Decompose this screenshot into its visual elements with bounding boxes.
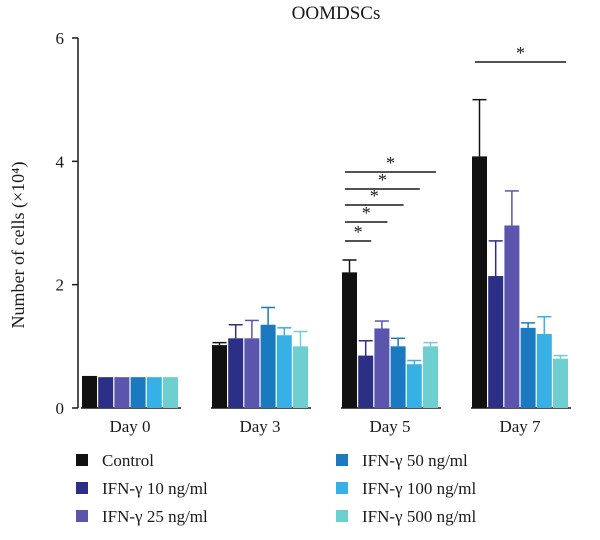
legend: Control IFN-γ 10 ng/ml IFN-γ 25 ng/ml IFN-γ…: [76, 451, 477, 526]
bar: [212, 345, 227, 408]
bar: [536, 334, 552, 408]
bar: [130, 377, 146, 408]
bar: [293, 346, 308, 408]
x-tick-label: Day 5: [369, 417, 410, 436]
legend-swatch: [336, 482, 348, 494]
legend-swatch: [76, 482, 88, 494]
x-tick-label: Day 3: [239, 417, 280, 436]
bar: [553, 358, 568, 408]
bar: [390, 346, 406, 408]
bar: [82, 375, 97, 408]
legend-label: IFN-γ 50 ng/ml: [362, 451, 468, 470]
significance-star: *: [370, 186, 379, 206]
significance-star: *: [516, 43, 525, 63]
bar: [358, 355, 374, 408]
bar: [244, 338, 260, 408]
legend-swatch: [336, 454, 348, 466]
bar: [228, 338, 244, 408]
chart-title: OOMDSCs: [292, 3, 381, 24]
bar: [114, 377, 130, 408]
y-tick-label: 2: [56, 276, 65, 295]
legend-swatch: [76, 454, 88, 466]
bar: [163, 377, 178, 408]
bar: [374, 328, 390, 408]
y-axis-label: Number of cells (×10⁴): [8, 162, 29, 329]
bar: [472, 156, 487, 408]
legend-swatch: [336, 510, 348, 522]
legend-swatch: [76, 510, 88, 522]
legend-label: IFN-γ 25 ng/ml: [102, 507, 208, 526]
bar: [488, 276, 504, 408]
bar: [146, 377, 162, 408]
significance-star: *: [362, 203, 371, 223]
x-tick-label: Day 7: [499, 417, 541, 436]
bar: [276, 335, 292, 408]
bar: [423, 346, 438, 408]
bar: [98, 377, 114, 408]
legend-label: IFN-γ 100 ng/ml: [362, 479, 477, 498]
bar: [406, 364, 422, 408]
legend-label: IFN-γ 500 ng/ml: [362, 507, 477, 526]
y-tick-label: 6: [56, 29, 65, 48]
bar: [260, 324, 276, 408]
y-tick-label: 0: [56, 399, 65, 418]
bar: [504, 225, 520, 408]
bars-group: [82, 98, 568, 408]
x-tick-label: Day 0: [109, 417, 150, 436]
y-tick-label: 4: [56, 152, 65, 171]
significance-group: ******: [345, 43, 566, 242]
significance-star: *: [386, 153, 395, 173]
bar: [342, 272, 357, 408]
significance-star: *: [354, 222, 363, 242]
legend-label: Control: [102, 451, 154, 470]
bar: [520, 327, 536, 408]
legend-label: IFN-γ 10 ng/ml: [102, 479, 208, 498]
significance-star: *: [378, 170, 387, 190]
